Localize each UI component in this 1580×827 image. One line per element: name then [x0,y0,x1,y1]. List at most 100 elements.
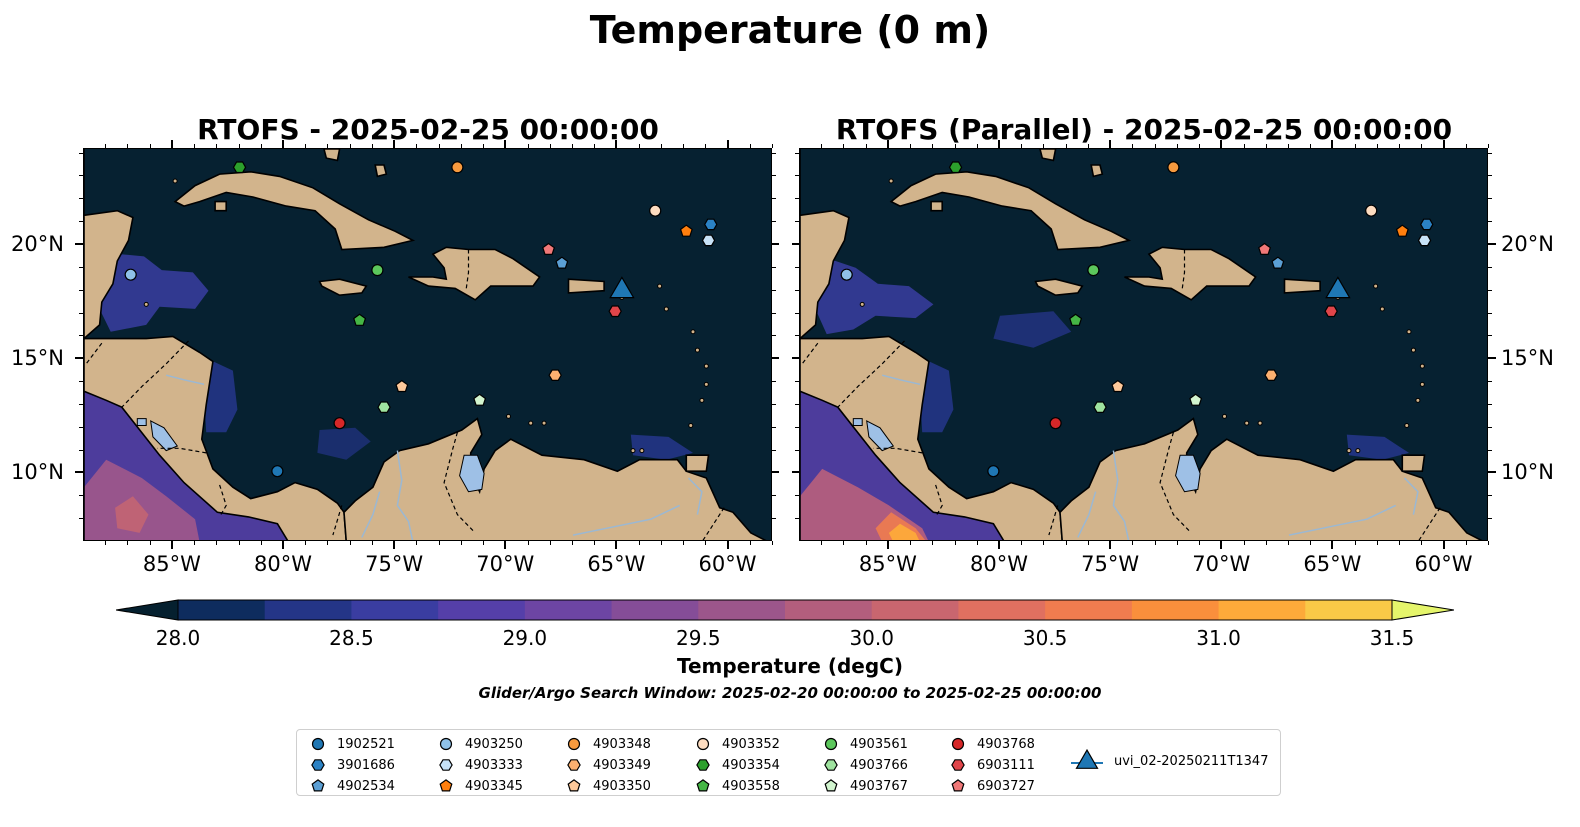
float-marker-4903558[interactable] [1069,313,1083,326]
float-marker-4903345[interactable] [679,224,693,237]
float-marker-4903350[interactable] [395,379,409,393]
legend-label: 4903250 [465,736,523,752]
legend-circle-icon[interactable] [439,737,453,751]
lon-tick-minor [105,144,107,148]
lon-tick-minor [1199,541,1201,545]
lon-tick-major [393,140,396,148]
float-marker-4902534[interactable] [555,256,569,269]
map-panel-rtofs-parallel[interactable] [799,148,1488,541]
lat-tick-minor [1488,152,1492,154]
land-south-america [1059,417,1483,540]
float-marker-4903333[interactable] [1417,234,1432,247]
float-marker-4903766[interactable] [1093,401,1107,413]
legend-label: 4903350 [593,778,651,794]
lat-tick-minor [1488,198,1492,200]
small-island [1222,413,1228,419]
legend-pentagon-icon[interactable] [439,779,453,792]
float-marker-4903561[interactable] [1087,263,1100,277]
colorbar-tick-label: 31.0 [1196,626,1241,650]
float-marker-1902521[interactable] [271,465,284,478]
legend-triangle-icon[interactable] [1075,748,1099,769]
legend-pentagon-icon[interactable] [951,779,965,792]
float-marker-4903333[interactable] [701,234,716,247]
land-puerto-rico [567,278,605,294]
legend-pentagon-icon[interactable] [567,779,581,792]
float-marker-6903727[interactable] [542,242,556,256]
lon-tick-major [1109,541,1112,549]
float-marker-4903352[interactable] [1365,204,1378,217]
float-marker-4903348[interactable] [451,161,464,174]
float-marker-4903349[interactable] [1264,369,1278,381]
colorbar-segment [351,600,439,620]
float-marker-3901686[interactable] [1420,218,1434,231]
float-marker-4903350[interactable] [1111,379,1125,393]
lon-tick-minor [910,541,912,545]
float-marker-4903766[interactable] [377,401,391,413]
lon-tick-minor [460,144,462,148]
legend-item: 6903111 [949,757,1035,773]
legend-hexagon-icon[interactable] [567,759,581,771]
lon-tick-minor [772,541,773,545]
float-marker-uvi_02-20250211T1347[interactable] [1325,276,1351,299]
float-marker-4903354[interactable] [948,161,963,174]
legend-marker-triangle-icon [1071,748,1103,769]
float-marker-4903561[interactable] [371,263,384,277]
map-panel-rtofs[interactable] [83,148,772,541]
lat-tick-minor [795,426,799,428]
lon-label: 65°W [1303,552,1362,576]
land-hispaniola [408,246,541,301]
river [687,477,703,515]
lat-tick-major [1488,357,1496,360]
legend-hexagon-icon[interactable] [824,759,838,771]
lake-nicaragua [866,420,895,452]
float-marker-4903348[interactable] [1167,161,1180,174]
float-marker-4903767[interactable] [473,393,487,406]
float-marker-4903558[interactable] [353,313,367,326]
legend-pentagon-icon[interactable] [696,779,710,792]
lon-label: 65°W [587,552,646,576]
legend-pentagon-icon[interactable] [311,779,325,792]
lon-tick-minor [1021,541,1023,545]
lon-tick-minor [749,541,751,545]
land-trinidad [1401,454,1426,473]
float-marker-uvi_02-20250211T1347[interactable] [609,276,635,299]
float-marker-6903111[interactable] [608,305,622,318]
legend-circle-icon[interactable] [951,737,965,751]
small-island [688,422,694,428]
lon-label: 60°W [698,552,757,576]
float-marker-4902534[interactable] [1271,256,1285,269]
float-marker-6903727[interactable] [1258,242,1272,256]
legend-pentagon-icon[interactable] [824,779,838,792]
legend-circle-icon[interactable] [567,737,581,751]
land-jamaica [318,278,368,297]
float-marker-3901686[interactable] [704,218,718,231]
float-marker-4903349[interactable] [548,369,562,381]
legend-hexagon-icon[interactable] [439,759,453,771]
legend-hexagon-icon[interactable] [311,759,325,771]
lon-tick-major [886,541,889,549]
float-marker-4903767[interactable] [1189,393,1203,406]
colorbar-segment [871,600,959,620]
lat-tick-minor [772,495,776,497]
float-marker-4903768[interactable] [333,417,346,430]
legend-circle-icon[interactable] [824,737,838,751]
float-marker-4903768[interactable] [1049,417,1062,430]
lon-tick-major [1220,541,1223,549]
lon-tick-major [726,140,729,148]
float-marker-4903352[interactable] [649,204,662,217]
lon-tick-minor [1354,144,1356,148]
country-border [443,432,474,532]
float-marker-4903345[interactable] [1395,224,1409,237]
legend-circle-icon[interactable] [311,737,325,751]
lon-tick-minor [349,541,351,545]
lat-tick-minor [1488,381,1492,383]
float-marker-4903354[interactable] [232,161,247,174]
legend-hexagon-icon[interactable] [696,759,710,771]
float-marker-1902521[interactable] [987,465,1000,478]
legend-circle-icon[interactable] [696,737,710,751]
legend-hexagon-icon[interactable] [951,759,965,771]
colorbar-segment [1045,600,1133,620]
float-marker-4903250[interactable] [840,268,853,281]
float-marker-4903250[interactable] [124,268,137,281]
float-marker-6903111[interactable] [1324,305,1338,318]
